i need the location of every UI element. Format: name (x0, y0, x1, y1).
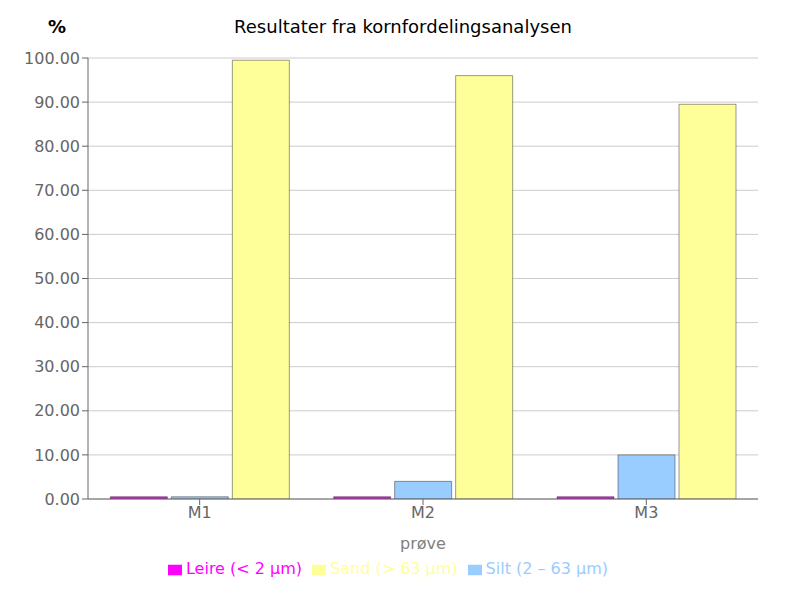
svg-text:10.00: 10.00 (34, 446, 80, 465)
html-text:Sand (> 63 μm): Sand (> 63 μm) (330, 559, 458, 578)
svg-text:M2: M2 (411, 503, 435, 522)
html-text:Silt (2 – 63 μm): Silt (2 – 63 μm) (485, 559, 608, 578)
svg-text:M1: M1 (188, 503, 212, 522)
svg-text:M3: M3 (634, 503, 658, 522)
svg-text:60.00: 60.00 (34, 225, 80, 244)
svg-text:prøve: prøve (400, 534, 446, 553)
html-text:Resultater fra kornfordelingsa: Resultater fra kornfordelingsanalysen (234, 16, 572, 37)
svg-text:50.00: 50.00 (34, 269, 80, 288)
svg-text:20.00: 20.00 (34, 401, 80, 420)
svg-text:30.00: 30.00 (34, 357, 80, 376)
svg-text:40.00: 40.00 (34, 313, 80, 332)
svg-text:80.00: 80.00 (34, 137, 80, 156)
svg-text:90.00: 90.00 (34, 93, 80, 112)
svg-text:0.00: 0.00 (44, 490, 80, 509)
html-text:Leire (< 2 μm): Leire (< 2 μm) (186, 559, 302, 578)
svg-text:100.00: 100.00 (24, 49, 80, 68)
svg-text:70.00: 70.00 (34, 181, 80, 200)
